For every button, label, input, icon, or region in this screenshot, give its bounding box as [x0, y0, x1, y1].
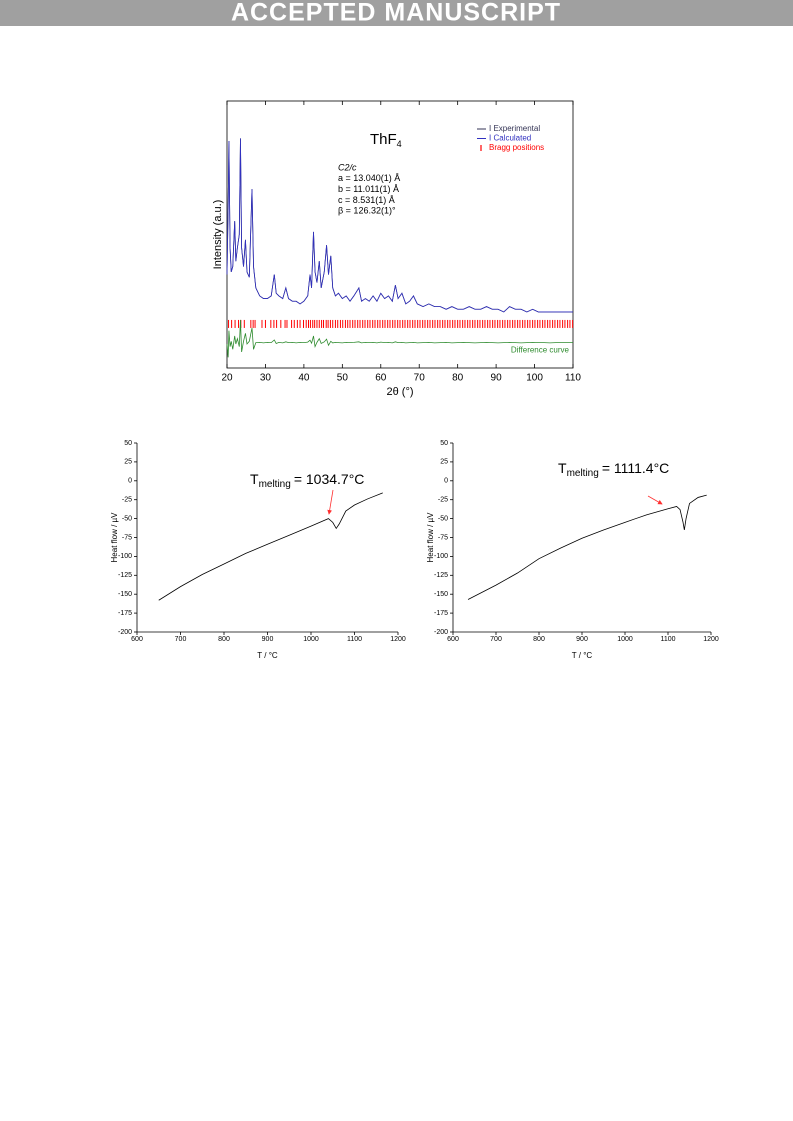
x-axis-label: T / °C: [257, 651, 278, 660]
series-line: [226, 138, 573, 313]
y-tick-label: 50: [124, 440, 132, 447]
y-tick-label: -25: [122, 497, 132, 504]
y-tick-label: -150: [434, 591, 448, 598]
annotation: C2/c: [338, 162, 357, 172]
legend-label: Bragg positions: [489, 143, 544, 152]
x-tick-label: 600: [447, 636, 459, 643]
annotation-rest: = 1034.7°C: [294, 471, 365, 487]
x-tick-label: 1000: [617, 636, 633, 643]
x-tick-label: 1100: [347, 636, 362, 643]
x-tick-label: 30: [260, 373, 272, 384]
y-tick-label: -175: [434, 610, 448, 617]
y-tick-label: 25: [440, 459, 448, 466]
melting-arrow: [647, 495, 663, 505]
series-line: [467, 494, 707, 600]
legend-label: I Experimental: [489, 124, 540, 133]
annotation: Tmelting = 1034.7°C: [250, 471, 364, 490]
header-text: ACCEPTED MANUSCRIPT: [231, 0, 561, 27]
y-tick-label: -175: [118, 610, 132, 617]
y-tick-label: -50: [438, 515, 448, 522]
y-tick-label: -200: [434, 629, 448, 636]
annotation-sub: melting: [567, 468, 599, 479]
x-tick-label: 1200: [390, 636, 406, 643]
y-axis-label: Heat flow / µV: [110, 512, 119, 563]
y-axis-label: Intensity (a.u.): [212, 200, 224, 270]
series-label: Difference curve: [511, 346, 570, 355]
x-tick-label: 900: [576, 636, 588, 643]
annotation-rest: = 1111.4°C: [602, 460, 669, 476]
y-tick-label: -75: [122, 534, 132, 541]
x-tick-label: 100: [526, 373, 543, 384]
annotation: c = 8.531(1) Å: [338, 195, 395, 205]
y-tick-label: 25: [124, 459, 132, 466]
y-tick-label: -75: [438, 534, 448, 541]
x-tick-label: 20: [221, 373, 233, 384]
x-tick-label: 1100: [660, 636, 675, 643]
series-line: [226, 319, 573, 358]
series-line: [158, 492, 383, 601]
x-tick-label: 800: [533, 636, 545, 643]
x-tick-label: 800: [218, 636, 230, 643]
x-axis-label: 2θ (°): [386, 386, 413, 398]
title-main: ThF: [370, 131, 397, 148]
annotation-sub: melting: [259, 479, 291, 490]
y-tick-label: 50: [440, 440, 448, 447]
legend-label: I Calculated: [489, 134, 531, 143]
x-tick-label: 80: [452, 373, 464, 384]
x-tick-label: 90: [491, 373, 503, 384]
x-tick-label: 900: [262, 636, 274, 643]
x-tick-label: 1000: [303, 636, 319, 643]
plot-frame: [226, 100, 574, 369]
x-tick-label: 40: [298, 373, 310, 384]
annotation: a = 13.040(1) Å: [338, 173, 400, 183]
title-sub: 4: [397, 139, 402, 149]
x-tick-label: 60: [375, 373, 387, 384]
x-tick-label: 700: [175, 636, 187, 643]
x-tick-label: 70: [414, 373, 426, 384]
melting-arrow: [327, 489, 334, 515]
y-tick-label: -125: [434, 572, 448, 579]
annotation-main: T: [250, 471, 259, 487]
annotation: β = 126.32(1)°: [338, 206, 396, 216]
y-tick-label: -50: [122, 515, 132, 522]
x-tick-label: 1200: [703, 636, 719, 643]
y-tick-label: -200: [118, 629, 132, 636]
y-axis-label: Heat flow / µV: [426, 512, 435, 563]
header-banner: [0, 0, 793, 26]
x-tick-label: 110: [565, 373, 581, 384]
x-axis-label: T / °C: [572, 651, 593, 660]
x-tick-label: 50: [337, 373, 349, 384]
annotation-main: T: [558, 460, 567, 476]
y-tick-label: -100: [434, 553, 448, 560]
y-tick-label: -125: [118, 572, 132, 579]
series-line: [226, 138, 573, 313]
x-tick-label: 700: [490, 636, 502, 643]
y-tick-label: -25: [438, 497, 448, 504]
y-tick-label: 0: [128, 478, 132, 485]
annotation: b = 11.011(1) Å: [338, 184, 399, 194]
chart-title: ThF4: [370, 131, 402, 149]
y-tick-label: 0: [444, 478, 448, 485]
y-tick-label: -150: [118, 591, 132, 598]
y-tick-label: -100: [118, 553, 132, 560]
annotation: Tmelting = 1111.4°C: [558, 460, 669, 479]
x-tick-label: 600: [131, 636, 143, 643]
